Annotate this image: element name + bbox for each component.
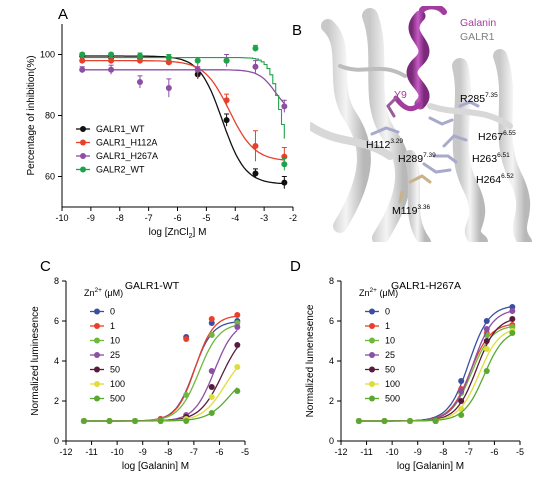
x-axis-label-sub: 2 [189,233,193,240]
data-point [252,45,259,52]
panel-letter-c: C [40,258,51,275]
data-point [281,161,288,168]
x-axis-label: log [ZnCl2] M [149,227,207,240]
data-point [136,57,143,64]
h264-label: H2646.52 [476,173,514,186]
m119-label: M1193.36 [392,204,431,217]
legend-label: GALR1_H267A [96,151,158,161]
x-tick-label: -6 [173,213,181,223]
y-axis-label: Percentage of inhibition(%) [26,55,37,175]
data-point [165,59,172,66]
h263-label: H2636.51 [472,152,510,165]
galanin-label: Galanin [460,17,496,29]
r285-label: R2857.35 [460,92,498,105]
data-point [136,53,143,60]
legend-marker [80,166,86,173]
series-curve [82,59,285,161]
data-point [165,54,172,61]
legend-label: GALR2_WT [96,165,145,175]
x-tick-label: -4 [231,213,239,223]
h267-label: H2676.55 [478,130,516,143]
data-point [108,57,115,64]
data-point [194,66,201,73]
data-point [165,85,172,92]
receptor-helices [310,8,532,242]
series-curve [82,69,285,104]
x-tick-label: -10 [55,213,68,223]
x-axis-label-part: log [ZnCl [149,227,189,238]
data-point [79,66,86,73]
legend-marker [80,153,86,159]
legend-label: GALR1_H112A [96,138,157,148]
data-point [252,63,259,70]
legend-label: GALR1_WT [96,124,145,134]
data-point [79,57,86,64]
x-tick-label: -3 [260,213,268,223]
series-curve [82,57,285,139]
galanin-helix [393,6,447,112]
galr1-label: GALR1 [460,31,495,43]
data-point [136,78,143,85]
x-tick-label: -2 [289,213,297,223]
structure-panel-b: Galanin GALR1 Y9 R2857.35 H1123.29 H2676… [310,6,542,242]
panel-letter-a: A [58,6,69,23]
x-axis-label-part: ] M [193,227,207,238]
data-point [223,57,230,64]
series-curve [82,55,285,185]
data-point [223,117,230,124]
panel-letter-b: B [292,22,303,39]
data-point [108,66,115,73]
y-tick-label: 60 [45,172,55,182]
legend-marker [80,139,86,146]
data-point [79,51,86,58]
y-tick-label: 80 [45,111,55,121]
data-point [252,143,259,149]
data-point [194,57,201,64]
x-tick-label: -5 [202,213,210,223]
h289-label: H2897.39 [398,152,436,165]
x-tick-label: -9 [87,213,95,223]
y-tick-label: 100 [40,50,55,60]
panel-letter-d: D [290,258,301,275]
h112-label: H1123.29 [366,138,403,151]
legend-marker [80,126,86,132]
data-point [108,51,115,58]
data-point [252,170,259,177]
data-point [281,179,288,186]
y9-label: Y9 [394,89,407,101]
data-point [223,97,230,104]
data-point [281,103,288,110]
residue-sticks [370,96,480,204]
x-tick-label: -7 [145,213,153,223]
x-tick-label: -8 [116,213,124,223]
